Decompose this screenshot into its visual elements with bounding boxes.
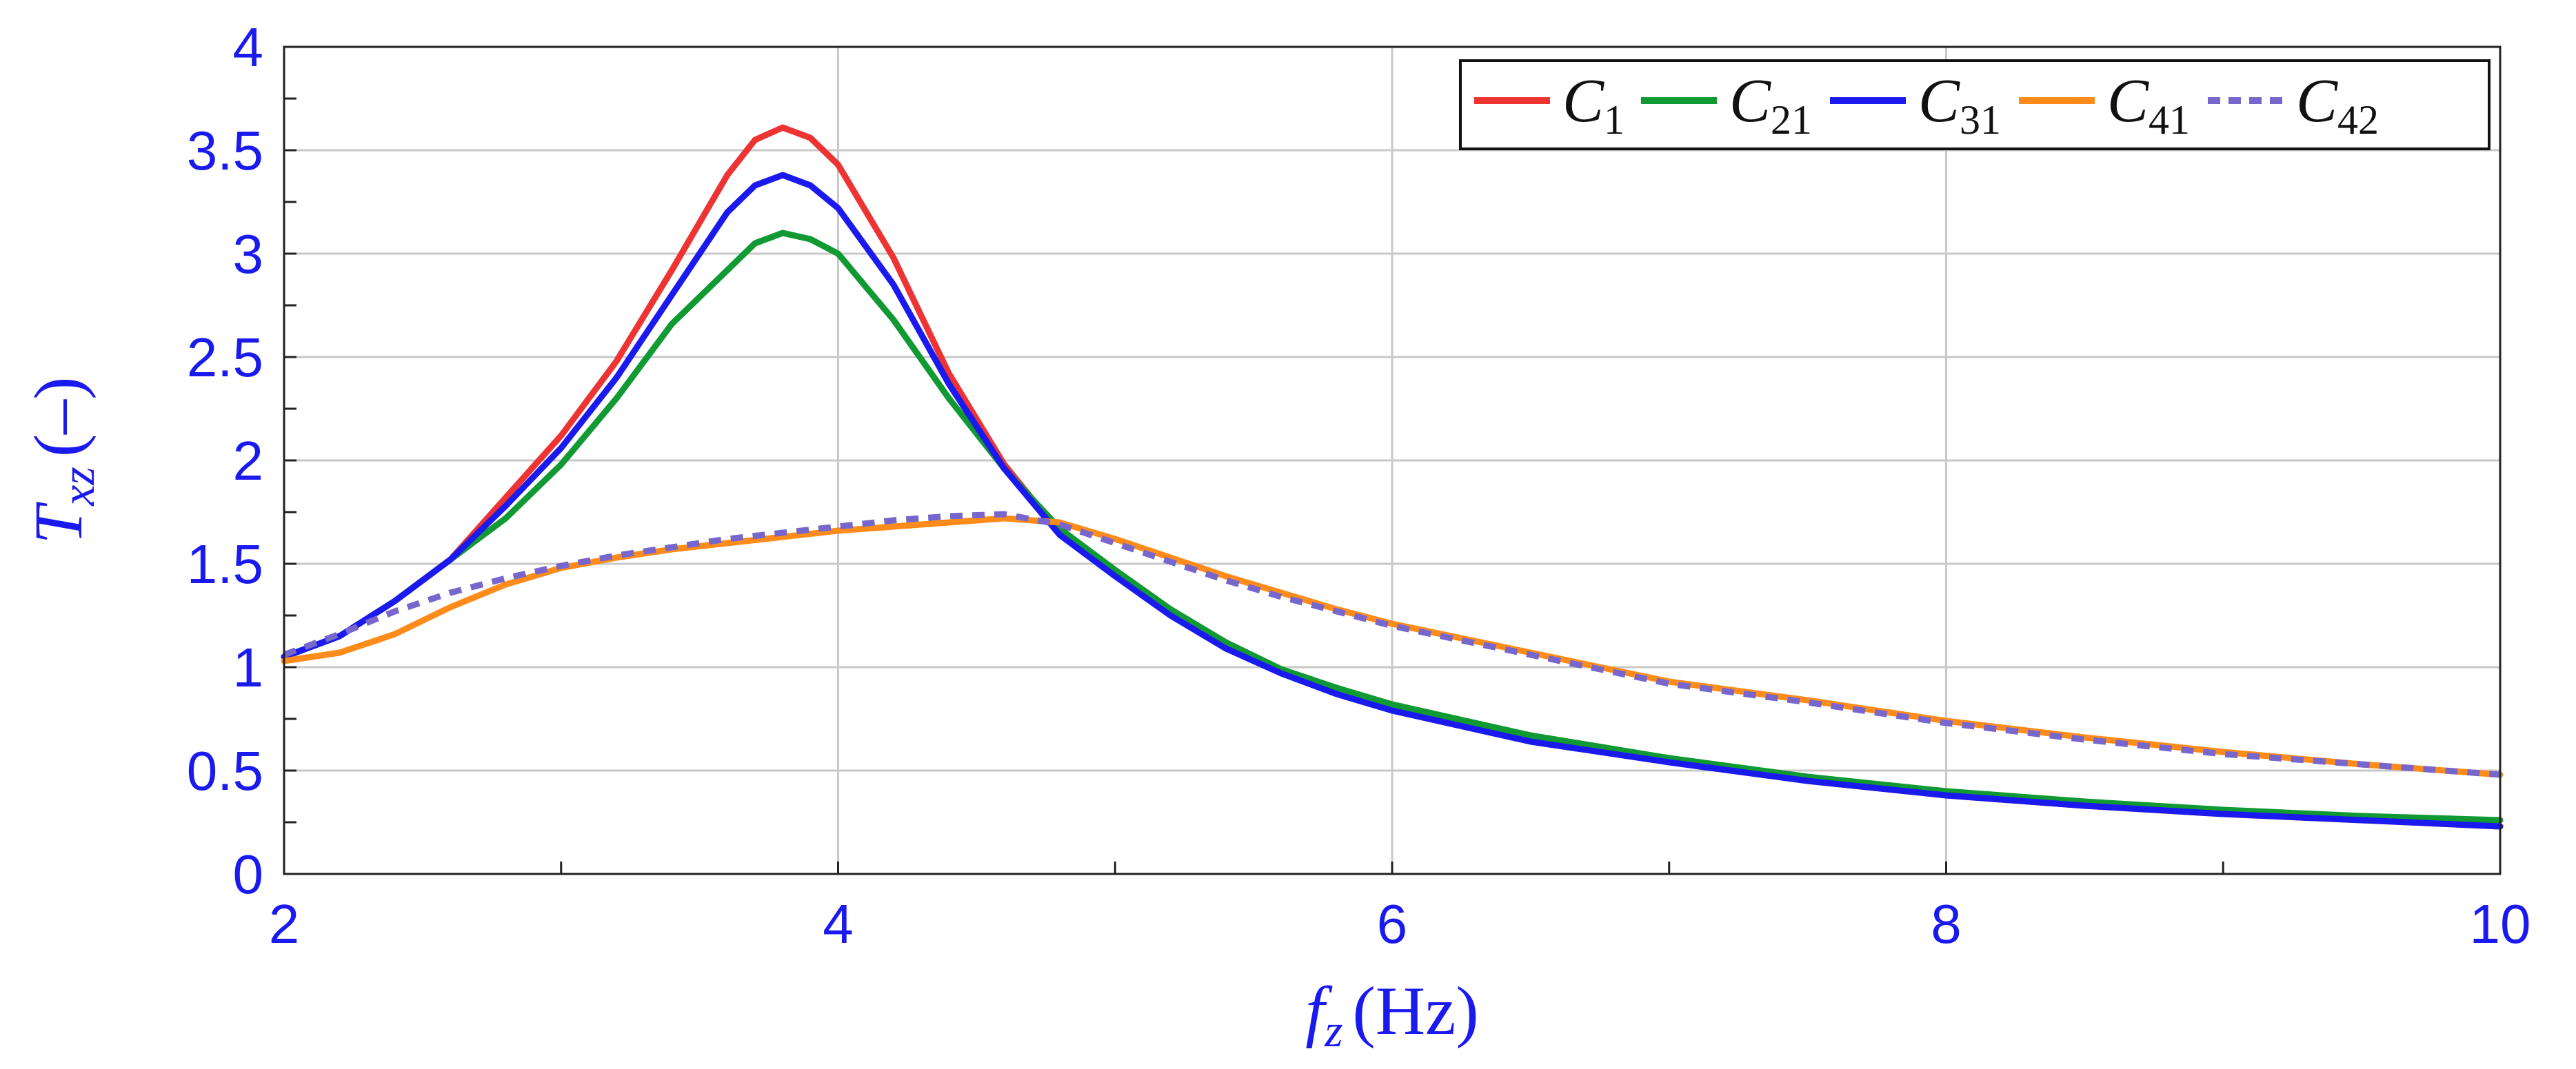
x-tick-label: 6 bbox=[1377, 893, 1408, 955]
x-tick-label: 2 bbox=[269, 893, 300, 955]
legend: C1 C21 C31 C41 C42 bbox=[1459, 59, 2491, 150]
axis-ticks bbox=[283, 45, 2502, 875]
x-tick-label: 8 bbox=[1931, 893, 1962, 955]
tick-labels: 2 4 6 8 10 0 0.5 1 1.5 2 2.5 3 3.5 4 bbox=[187, 17, 2531, 955]
y-tick-label: 3 bbox=[233, 223, 264, 285]
x-axis-label: fz (Hz) bbox=[1305, 973, 1478, 1057]
y-axis-label-sub: xz bbox=[52, 467, 104, 507]
legend-label-C31: C31 bbox=[1918, 67, 2001, 143]
x-tick-label: 4 bbox=[823, 893, 854, 955]
y-tick-label: 0.5 bbox=[187, 740, 263, 802]
y-tick-label: 2.5 bbox=[187, 327, 263, 388]
y-tick-label: 3.5 bbox=[187, 120, 263, 181]
x-axis-label-sub: z bbox=[1324, 1004, 1342, 1057]
series-line-C31 bbox=[281, 172, 2504, 830]
y-axis-label: Txz (–) bbox=[20, 377, 104, 544]
x-tick-label: 10 bbox=[2470, 893, 2531, 955]
legend-box bbox=[1459, 59, 2491, 150]
x-axis-label-unit: (Hz) bbox=[1353, 973, 1479, 1049]
legend-label-C1: C1 bbox=[1562, 67, 1624, 143]
y-tick-label: 2 bbox=[233, 430, 264, 491]
y-tick-label: 1.5 bbox=[187, 533, 263, 595]
legend-label-C42: C42 bbox=[2296, 67, 2379, 143]
y-tick-label: 0 bbox=[233, 844, 264, 905]
y-tick-label: 4 bbox=[233, 17, 264, 78]
y-axis-label-unit: (–) bbox=[20, 377, 97, 458]
y-axis-label-main: T bbox=[20, 501, 97, 544]
legend-label-C21: C21 bbox=[1729, 67, 1812, 143]
legend-label-C41: C41 bbox=[2107, 67, 2190, 143]
plot-area bbox=[281, 124, 2504, 830]
y-tick-label: 1 bbox=[233, 637, 264, 698]
series-line-C42 bbox=[283, 511, 2501, 778]
